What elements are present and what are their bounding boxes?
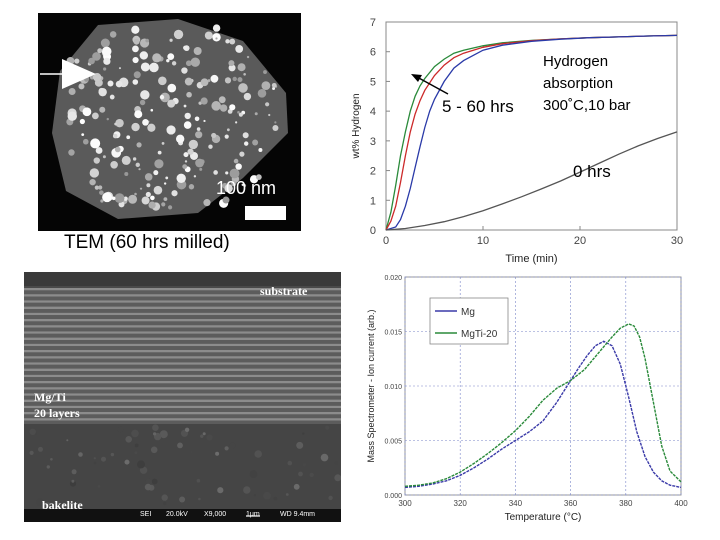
x-tick-label: 10 — [477, 235, 489, 247]
sem-layers — [24, 288, 341, 425]
y-tick-label: 1 — [370, 195, 376, 207]
tem-pointer-arrow — [62, 59, 96, 89]
tem-grains — [66, 24, 279, 211]
sem-info-background — [24, 509, 341, 522]
tem-scale-bar — [245, 206, 286, 220]
x-axis-label: Time (min) — [505, 253, 557, 265]
annotation-absorption: absorption — [543, 75, 613, 92]
x-tick-label: 0 — [383, 235, 389, 247]
plot-frame — [385, 21, 678, 231]
legend-label: MgTi-20 — [461, 329, 498, 340]
legend-label: Mg — [461, 307, 475, 318]
y-tick-label: 4 — [370, 106, 376, 118]
y-tick-label: 0.015 — [384, 330, 402, 337]
sem-info-wd: WD 9.4mm — [280, 511, 315, 518]
sem-info-scale: 1μm — [246, 511, 260, 518]
y-tick-label: 0.010 — [384, 384, 402, 391]
x-tick-label: 360 — [564, 499, 578, 508]
sem-substrate-region — [24, 272, 341, 286]
annotation-arrowhead — [411, 74, 422, 82]
sem-info-voltage: 20.0kV — [166, 511, 188, 518]
sem-label-layers-1: Mg/Ti — [34, 390, 66, 404]
x-tick-label: 340 — [509, 499, 523, 508]
sem-noise — [29, 424, 341, 508]
y-tick-label: 3 — [370, 136, 376, 148]
series-line-1 — [385, 34, 678, 231]
y-tick-label: 0 — [370, 225, 376, 237]
y-tick-label: 0.005 — [384, 439, 402, 446]
x-tick-label: 300 — [398, 499, 412, 508]
tem-scale-label: 100 nm — [216, 178, 277, 198]
x-tick-label: 320 — [454, 499, 468, 508]
y-tick-label: 7 — [370, 17, 376, 29]
annotation-hydrogen: Hydrogen — [543, 53, 608, 70]
sem-label-substrate: substrate — [260, 284, 308, 298]
x-tick-label: 20 — [574, 235, 586, 247]
sem-image — [24, 272, 341, 522]
x-tick-label: 380 — [619, 499, 633, 508]
series-line-mgti-20 — [404, 323, 682, 487]
annotation-arrow — [416, 76, 449, 95]
chart-legend: Mg MgTi-20 — [429, 297, 509, 345]
desorption-chart: 0.000 0.005 0.010 0.015 0.020 300 320 340 360 380… — [366, 275, 688, 523]
series-line-2 — [385, 34, 678, 231]
x-tick-label: 400 — [674, 499, 688, 508]
y-axis-label: Mass Spectrometer - Ion current (arb.) — [366, 309, 376, 462]
sem-micrograph: substrate Mg/Ti 20 layers bakelite SEI 2… — [24, 272, 341, 522]
sem-bakelite-region — [24, 424, 341, 510]
tem-micrograph — [38, 13, 301, 231]
annotation-unmilled: 0 hrs — [573, 162, 611, 181]
y-tick-label: 5 — [370, 76, 376, 88]
sem-label-bakelite: bakelite — [42, 498, 83, 512]
y-tick-label: 6 — [370, 47, 376, 59]
y-axis-label: wt% Hydrogen — [351, 93, 362, 159]
annotation-conditions: 300˚C,10 bar — [543, 97, 631, 114]
y-tick-label: 0.020 — [384, 275, 402, 282]
sem-info-bar: SEI 20.0kV X9,000 1μm WD 9.4mm — [24, 509, 341, 522]
sem-info-detector: SEI — [140, 511, 152, 518]
legend-box — [429, 297, 509, 345]
tem-caption: TEM (60 hrs milled) — [64, 232, 230, 253]
y-tick-label: 2 — [370, 166, 376, 178]
series-line-0 — [385, 34, 678, 231]
annotation-milled-range: 5 - 60 hrs — [442, 97, 514, 116]
series-line-3 — [385, 131, 678, 231]
sem-label-layers-2: 20 layers — [34, 406, 80, 420]
x-axis-label: Temperature (°C) — [505, 512, 582, 523]
tem-image — [40, 19, 288, 219]
x-tick-label: 30 — [671, 235, 683, 247]
series-line-mg — [404, 340, 682, 489]
y-tick-label: 0.000 — [384, 493, 402, 500]
sem-info-mag: X9,000 — [204, 511, 227, 518]
